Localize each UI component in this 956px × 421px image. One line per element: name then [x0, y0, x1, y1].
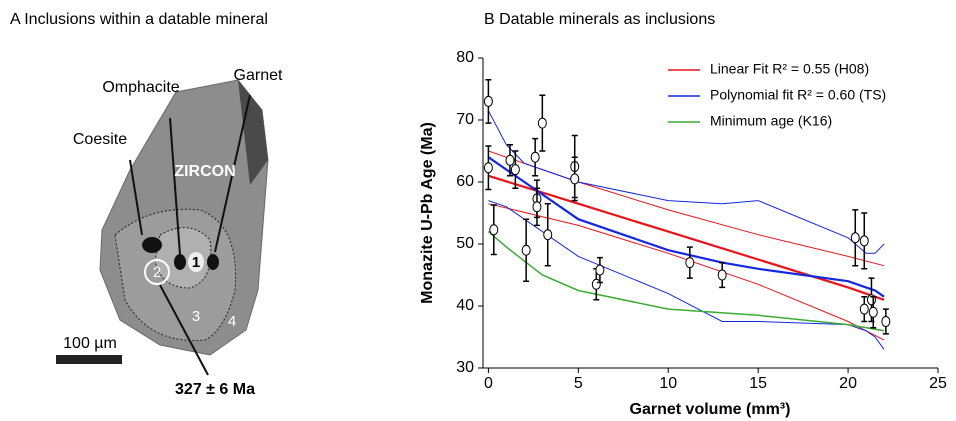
y-tick-label: 70 [456, 111, 474, 128]
data-point [868, 306, 878, 318]
label: ZIRCON [174, 163, 235, 180]
label: Coesite [73, 131, 127, 148]
y-axis-label: Monazite U-Pb Age (Ma) [419, 122, 436, 304]
zircon-illustration [56, 79, 269, 376]
legend-label: Linear Fit R² = 0.55 (H08) [710, 61, 869, 77]
x-axis-label: Garnet volume (mm³) [630, 401, 791, 418]
fit-line [487, 231, 885, 332]
data-point [489, 224, 499, 236]
data-point [591, 278, 601, 290]
data-point [505, 154, 515, 166]
confidence-band [488, 203, 885, 341]
label: 2 [153, 264, 161, 281]
panel-a-title: A Inclusions within a datable mineral [10, 11, 268, 28]
data-point [521, 244, 531, 256]
data-point [532, 201, 542, 213]
data-point [483, 162, 493, 174]
data-point [530, 151, 540, 163]
label: 4 [228, 313, 236, 330]
x-tick-label: 15 [749, 375, 767, 392]
y-tick-label: 60 [456, 173, 474, 190]
x-tick-label: 5 [574, 375, 583, 392]
data-point [881, 316, 891, 327]
x-tick-label: 20 [839, 375, 857, 392]
fit-line [488, 174, 885, 301]
y-tick-label: 80 [456, 49, 474, 66]
x-tick-label: 0 [484, 375, 493, 392]
label: 1 [192, 254, 200, 271]
confidence-band [487, 110, 885, 254]
label: Omphacite [102, 79, 179, 96]
data-point [543, 229, 553, 241]
data-point [483, 95, 493, 107]
y-tick-label: 50 [456, 235, 474, 252]
x-tick-label: 10 [659, 375, 677, 392]
legend-label: Polynomial fit R² = 0.60 (TS) [710, 87, 886, 103]
data-point [510, 164, 520, 176]
y-tick-label: 40 [456, 297, 474, 314]
data-point [570, 173, 580, 185]
data-point [537, 117, 547, 129]
legend-label: Minimum age (K16) [710, 113, 832, 129]
data-point [859, 235, 869, 247]
data-point [685, 257, 695, 269]
y-tick-label: 30 [456, 359, 474, 376]
label: 100 µm [63, 335, 117, 352]
label: 3 [192, 308, 200, 325]
label: 327 ± 6 Ma [175, 381, 255, 398]
data-point [717, 269, 727, 281]
x-tick-label: 25 [929, 375, 947, 392]
label: Garnet [234, 67, 283, 84]
data-point [595, 264, 605, 276]
chart-title: B Datable minerals as inclusions [484, 11, 715, 28]
confidence-band [488, 200, 885, 350]
data-point [850, 232, 860, 244]
data-point [859, 303, 869, 315]
